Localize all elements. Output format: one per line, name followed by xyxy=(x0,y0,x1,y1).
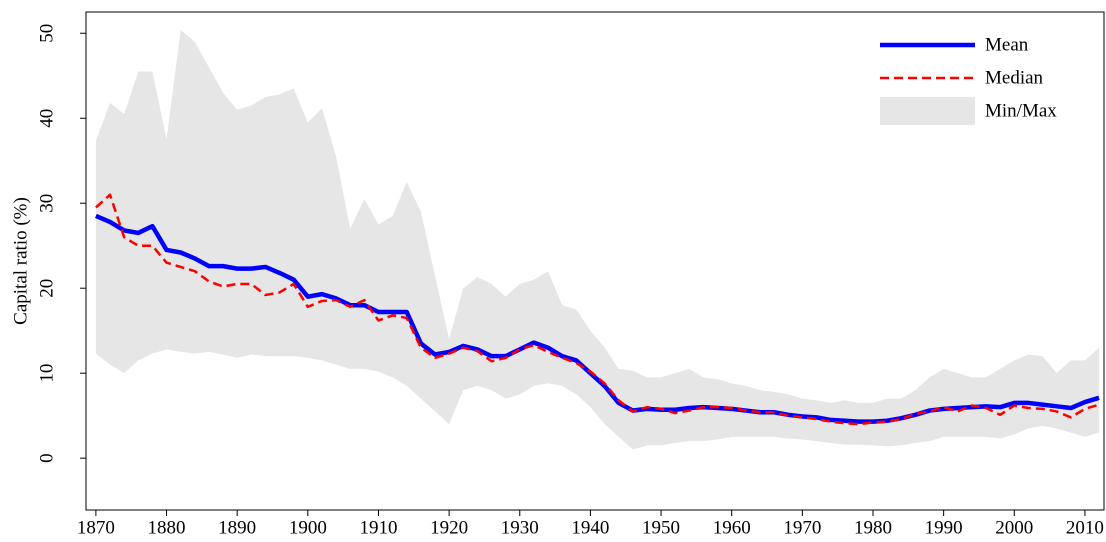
min-max-band xyxy=(95,29,1100,450)
legend-label: Median xyxy=(985,67,1044,88)
x-tick-label: 1910 xyxy=(359,517,397,538)
x-tick-label: 1890 xyxy=(218,517,256,538)
x-tick-label: 2000 xyxy=(995,517,1033,538)
x-tick-label: 1960 xyxy=(713,517,751,538)
plot-area xyxy=(95,29,1100,450)
x-tick-label: 1870 xyxy=(77,517,115,538)
x-tick-label: 1900 xyxy=(289,517,327,538)
legend-swatch xyxy=(880,97,975,125)
legend-label: Mean xyxy=(985,34,1029,55)
legend-label: Min/Max xyxy=(985,100,1057,121)
y-tick-label: 10 xyxy=(36,364,57,383)
x-tick-label: 1920 xyxy=(430,517,468,538)
x-tick-label: 1970 xyxy=(783,517,821,538)
y-tick-label: 20 xyxy=(36,279,57,298)
x-tick-label: 1990 xyxy=(925,517,963,538)
y-tick-label: 50 xyxy=(36,24,57,43)
series-line xyxy=(95,193,1100,426)
x-tick-label: 1940 xyxy=(571,517,609,538)
x-tick-label: 1980 xyxy=(854,517,892,538)
x-tick-label: 1930 xyxy=(501,517,539,538)
y-tick-label: 30 xyxy=(36,194,57,213)
axes-frame xyxy=(85,11,1105,511)
y-tick-label: 40 xyxy=(36,109,57,128)
x-tick-label: 1950 xyxy=(642,517,680,538)
y-axis-label: Capital ratio (%) xyxy=(10,197,31,325)
y-tick-label: 0 xyxy=(36,453,57,463)
x-tick-label: 2010 xyxy=(1066,517,1104,538)
x-tick-label: 1880 xyxy=(148,517,186,538)
